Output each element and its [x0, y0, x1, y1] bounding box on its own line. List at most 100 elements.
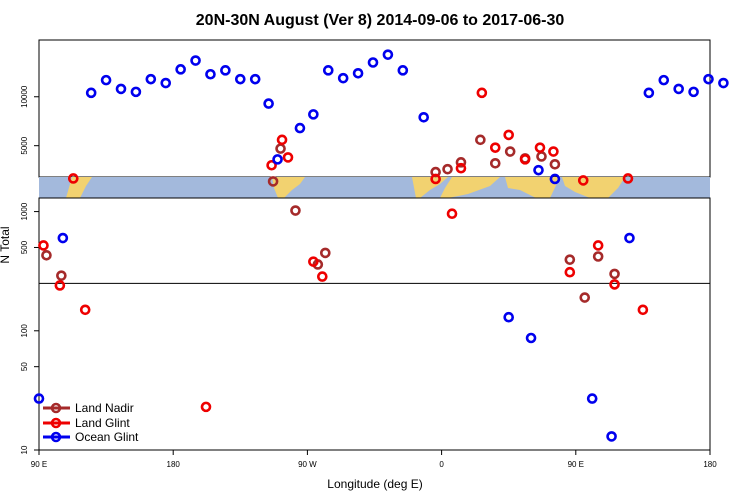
point-ocean-glint: [533, 164, 544, 176]
legend-marker-land-glint: [50, 417, 62, 429]
point-land-nadir: [609, 268, 620, 280]
point-ocean-glint: [33, 393, 45, 404]
legend-marker-ocean-glint: [50, 431, 62, 443]
point-ocean-glint: [643, 87, 655, 99]
point-ocean-glint: [160, 77, 172, 89]
point-land-nadir: [455, 157, 467, 168]
x-tick-label: 90 E: [31, 460, 47, 469]
point-ocean-glint: [418, 112, 430, 123]
point-ocean-glint: [263, 98, 274, 109]
point-ocean-glint: [205, 68, 216, 80]
y-tick-label: 5000: [20, 136, 29, 154]
world-map-strip: [39, 177, 710, 198]
map-land-region: [272, 177, 305, 198]
point-land-glint: [519, 154, 531, 165]
map-land-region: [440, 177, 500, 198]
y-axis-label: N Total: [0, 226, 12, 263]
point-ocean-glint: [294, 122, 306, 134]
x-tick-label: 0: [439, 460, 444, 469]
point-land-nadir: [475, 134, 486, 146]
point-land-glint: [67, 173, 79, 184]
point-land-glint: [38, 240, 49, 251]
map-land-region: [562, 177, 625, 198]
point-ocean-glint: [382, 49, 394, 60]
point-land-nadir: [504, 146, 516, 157]
point-ocean-glint: [525, 332, 537, 344]
x-tick-label: 180: [703, 460, 717, 469]
y-tick-label: 500: [20, 240, 29, 254]
point-land-glint: [276, 134, 288, 146]
chart-title: 20N-30N August (Ver 8) 2014-09-06 to 201…: [196, 12, 565, 29]
point-land-glint: [534, 142, 546, 153]
point-ocean-glint: [703, 73, 714, 85]
point-land-glint: [622, 173, 634, 184]
point-land-nadir: [536, 151, 547, 162]
point-land-glint: [317, 271, 328, 282]
point-land-glint: [476, 87, 488, 99]
point-land-glint: [446, 208, 458, 219]
point-ocean-glint: [57, 232, 69, 244]
point-land-glint: [609, 279, 620, 290]
point-ocean-glint: [308, 109, 319, 120]
point-land-nadir: [592, 251, 604, 262]
point-land-nadir: [290, 205, 301, 216]
point-ocean-glint: [272, 154, 283, 165]
point-land-glint: [564, 266, 576, 278]
point-ocean-glint: [586, 393, 598, 404]
map-land-region: [505, 177, 560, 198]
x-tick-label: 180: [167, 460, 181, 469]
legend-label-land-nadir: Land Nadir: [75, 401, 134, 415]
point-ocean-glint: [145, 73, 157, 85]
point-ocean-glint: [85, 87, 97, 99]
x-tick-label: 90 W: [298, 460, 317, 469]
point-ocean-glint: [503, 311, 515, 323]
axis-ticks: 90 E 180 90 W 0 90 E 180 5000 10000 10 50 100 500 10…: [20, 85, 717, 469]
legend-label-land-glint: Land Glint: [75, 416, 130, 430]
point-land-glint: [79, 304, 91, 316]
point-ocean-glint: [115, 83, 127, 95]
y-tick-label: 50: [20, 362, 29, 371]
point-land-glint: [308, 256, 319, 267]
point-land-nadir: [56, 270, 67, 281]
legend: Land Nadir Land Glint Ocean Glint: [43, 401, 139, 444]
point-land-glint: [200, 401, 212, 413]
point-ocean-glint: [190, 55, 201, 66]
point-land-nadir: [275, 143, 286, 154]
x-tick-label: 90 E: [568, 460, 584, 469]
point-land-nadir: [319, 247, 331, 259]
legend-label-ocean-glint: Ocean Glint: [75, 430, 139, 444]
lower-panel-frame: [38, 197, 711, 451]
point-ocean-glint: [352, 67, 364, 79]
y-tick-label: 100: [20, 324, 29, 338]
point-land-nadir: [579, 292, 591, 303]
point-ocean-glint: [606, 431, 617, 442]
point-land-nadir: [41, 249, 52, 261]
point-ocean-glint: [100, 74, 112, 86]
point-land-nadir: [267, 176, 279, 187]
point-land-nadir: [489, 158, 501, 169]
point-land-nadir: [442, 163, 453, 175]
point-ocean-glint: [549, 173, 561, 185]
point-land-glint: [577, 175, 589, 186]
point-land-glint: [266, 159, 277, 171]
point-land-glint: [503, 129, 515, 141]
y-tick-label: 10000: [20, 85, 29, 108]
point-land-glint: [637, 304, 649, 316]
point-ocean-glint: [220, 65, 231, 76]
point-ocean-glint: [249, 73, 261, 85]
point-land-glint: [430, 173, 441, 185]
x-axis-label: Longitude (deg E): [327, 477, 422, 491]
point-ocean-glint: [175, 64, 186, 75]
data-points: [33, 49, 729, 442]
upper-panel-frame: [38, 39, 711, 178]
point-ocean-glint: [235, 73, 246, 85]
point-ocean-glint: [673, 83, 684, 95]
point-land-glint: [592, 240, 604, 251]
legend-marker-land-nadir: [50, 402, 62, 414]
point-ocean-glint: [624, 232, 635, 244]
point-land-glint: [282, 152, 294, 163]
y-tick-label: 10: [20, 445, 29, 454]
y-tick-label: 1000: [20, 202, 29, 220]
point-land-nadir: [549, 158, 561, 170]
